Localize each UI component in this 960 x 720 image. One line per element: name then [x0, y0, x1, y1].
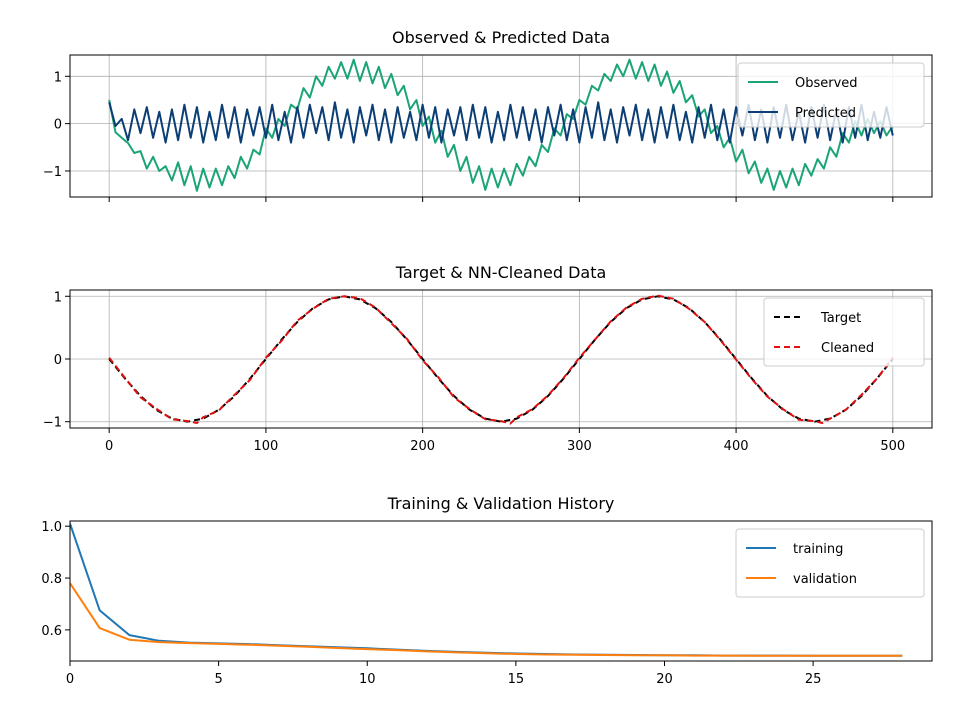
series-line-observed [108, 58, 894, 192]
legend: Observed Predicted [737, 62, 925, 128]
series-line-validation [70, 582, 903, 657]
y-tick-label: 0.6 [41, 624, 62, 639]
y-tick-label: 1 [54, 290, 62, 305]
legend: training validation [735, 528, 925, 598]
legend-label: Cleaned [821, 341, 874, 356]
series-line-cleaned [108, 294, 894, 425]
legend-box [737, 62, 925, 128]
observed-predicted-panel: Observed & Predicted Data −1 0 1 Observed Pr… [43, 28, 933, 202]
y-tick-label: 1 [54, 70, 62, 85]
x-tick-label: 10 [359, 672, 376, 687]
x-tick-label: 200 [410, 439, 435, 454]
x-tick-label: 25 [805, 672, 822, 687]
plot-frame [69, 54, 933, 198]
x-tick-label: 400 [724, 439, 749, 454]
x-tick-label: 5 [214, 672, 222, 687]
legend-label: validation [793, 572, 857, 587]
y-tick-label: −1 [43, 416, 62, 431]
x-tick-label: 15 [508, 672, 525, 687]
x-tick-label: 0 [66, 672, 74, 687]
legend-label: Target [820, 311, 861, 326]
y-tick-label: −1 [43, 165, 62, 180]
legend-label: Predicted [795, 106, 856, 121]
y-tick-label: 1.0 [41, 520, 62, 535]
y-tick-label: 0 [54, 118, 62, 133]
training-history-panel: Training & Validation History 0 5 10 15 20 25… [41, 494, 933, 687]
legend-box [763, 297, 925, 367]
chart-title: Observed & Predicted Data [392, 28, 610, 47]
plot-frame [69, 520, 933, 662]
y-tick-label: 0 [54, 353, 62, 368]
x-tick-label: 20 [656, 672, 673, 687]
legend: Target Cleaned [763, 297, 925, 367]
target-cleaned-panel: Target & NN-Cleaned Data 0 100 200 300 400 50… [43, 263, 933, 454]
x-tick-label: 300 [567, 439, 592, 454]
chart-title: Training & Validation History [387, 494, 615, 513]
x-tick-label: 500 [880, 439, 905, 454]
legend-label: Observed [795, 76, 858, 91]
x-tick-label: 100 [253, 439, 278, 454]
chart-title: Target & NN-Cleaned Data [395, 263, 607, 282]
legend-label: training [793, 542, 843, 557]
x-tick-label: 0 [105, 439, 113, 454]
y-tick-label: 0.8 [41, 572, 62, 587]
legend-box [735, 528, 925, 598]
